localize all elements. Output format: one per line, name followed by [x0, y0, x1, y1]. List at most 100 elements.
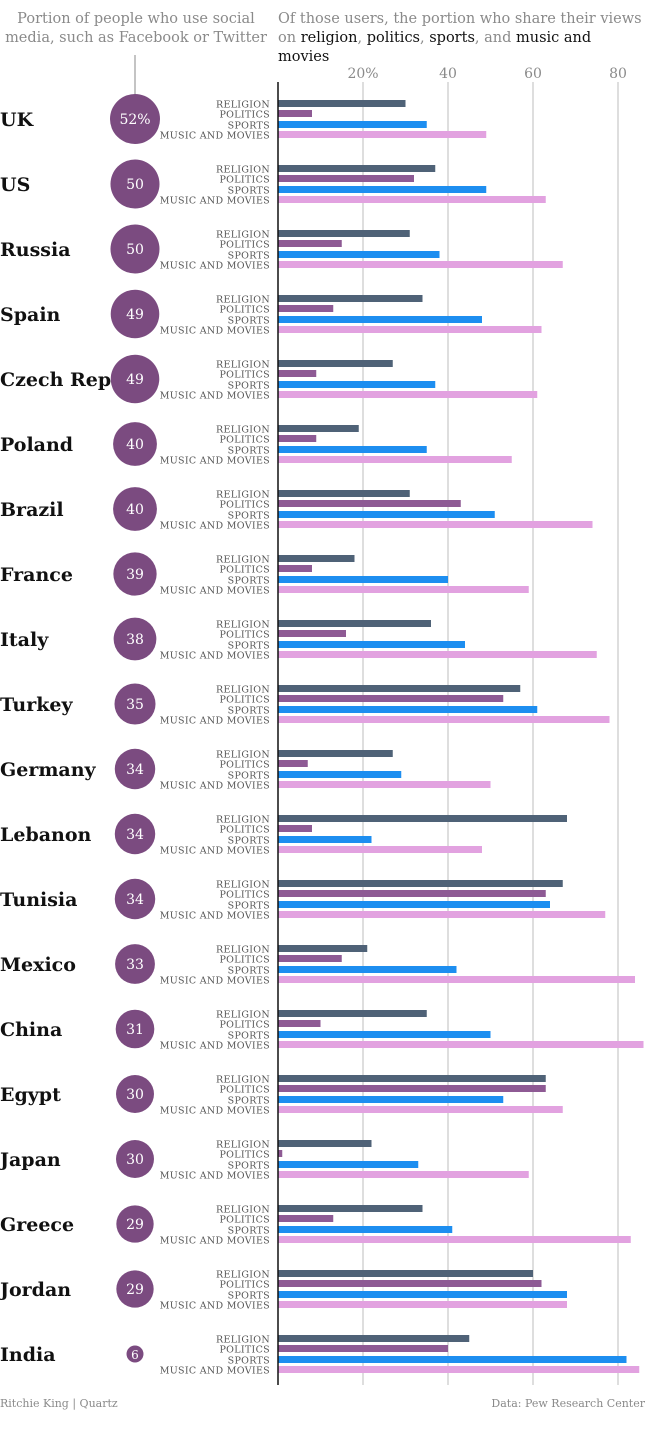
category-label-poland-3: MUSIC AND MOVIES: [160, 456, 270, 467]
category-label-india-2: SPORTS: [228, 1356, 270, 1367]
bar-lebanon-3: [278, 846, 482, 853]
bar-egypt-1: [278, 1085, 546, 1092]
bar-brazil-0: [278, 490, 410, 497]
category-label-us-3: MUSIC AND MOVIES: [160, 196, 270, 207]
category-label-poland-2: SPORTS: [228, 446, 270, 457]
category-label-uk-0: RELIGION: [216, 100, 270, 111]
bar-uk-0: [278, 100, 406, 107]
social-media-bubble-france: [113, 552, 157, 596]
social-media-bubble-jordan: [116, 1270, 154, 1308]
social-media-bubble-us: [110, 159, 160, 209]
category-label-uk-3: MUSIC AND MOVIES: [160, 131, 270, 142]
bar-jordan-0: [278, 1270, 533, 1277]
category-label-greece-0: RELIGION: [216, 1205, 270, 1216]
category-label-india-1: POLITICS: [219, 1345, 270, 1356]
social-media-value-tunisia: 34: [126, 892, 144, 908]
bar-germany-0: [278, 750, 393, 757]
category-label-brazil-2: SPORTS: [228, 511, 270, 522]
country-name-egypt: Egypt: [0, 1084, 61, 1106]
bar-italy-3: [278, 651, 597, 658]
bar-greece-1: [278, 1215, 334, 1222]
bar-spain-3: [278, 326, 542, 333]
bar-mexico-1: [278, 955, 342, 962]
right-header-title: Of those users, the portion who share th…: [278, 10, 645, 67]
social-media-value-jordan: 29: [126, 1282, 144, 1298]
category-label-italy-2: SPORTS: [228, 641, 270, 652]
bar-greece-2: [278, 1226, 453, 1233]
country-name-poland: Poland: [0, 434, 73, 456]
social-media-value-turkey: 35: [126, 697, 144, 713]
bar-poland-3: [278, 456, 512, 463]
category-label-tunisia-2: SPORTS: [228, 901, 270, 912]
social-media-value-uk: 52%: [119, 112, 150, 128]
social-media-value-germany: 34: [126, 762, 144, 778]
country-name-spain: Spain: [0, 304, 61, 326]
right-header-intro: Of those users, the portion who share th…: [278, 11, 642, 46]
bar-india-0: [278, 1335, 470, 1342]
bar-india-2: [278, 1356, 627, 1363]
social-media-bubble-mexico: [115, 944, 155, 984]
social-media-bubble-greece: [116, 1205, 154, 1243]
category-label-lebanon-3: MUSIC AND MOVIES: [160, 846, 270, 857]
topic-sports: sports: [429, 30, 475, 46]
bar-lebanon-2: [278, 836, 372, 843]
country-name-turkey: Turkey: [0, 694, 73, 716]
social-media-value-czech-rep: 49: [126, 372, 144, 388]
bar-india-1: [278, 1345, 448, 1352]
country-name-italy: Italy: [0, 629, 49, 651]
bar-uk-2: [278, 121, 427, 128]
country-name-czech-rep: Czech Rep.: [0, 369, 118, 391]
category-label-france-0: RELIGION: [216, 555, 270, 566]
bar-japan-0: [278, 1140, 372, 1147]
category-label-brazil-3: MUSIC AND MOVIES: [160, 521, 270, 532]
social-media-value-lebanon: 34: [126, 827, 144, 843]
social-media-bubble-china: [115, 1009, 155, 1049]
category-label-greece-3: MUSIC AND MOVIES: [160, 1236, 270, 1247]
country-name-jordan: Jordan: [0, 1279, 71, 1301]
bar-turkey-0: [278, 685, 521, 692]
bar-japan-3: [278, 1171, 529, 1178]
category-label-czech-rep-3: MUSIC AND MOVIES: [160, 391, 270, 402]
social-media-bubble-uk: [110, 94, 160, 144]
country-name-us: US: [0, 174, 30, 196]
category-label-egypt-2: SPORTS: [228, 1096, 270, 1107]
category-label-japan-0: RELIGION: [216, 1140, 270, 1151]
bar-tunisia-0: [278, 880, 563, 887]
bar-us-1: [278, 175, 414, 182]
bar-tunisia-1: [278, 890, 546, 897]
bar-spain-1: [278, 305, 334, 312]
category-label-jordan-1: POLITICS: [219, 1280, 270, 1291]
social-media-bubble-russia: [110, 224, 160, 274]
social-media-value-poland: 40: [126, 437, 144, 453]
category-label-lebanon-0: RELIGION: [216, 815, 270, 826]
bar-mexico-2: [278, 966, 457, 973]
category-label-germany-0: RELIGION: [216, 750, 270, 761]
country-name-uk: UK: [0, 109, 35, 131]
category-label-france-2: SPORTS: [228, 576, 270, 587]
topic-music-and-movies: music and movies: [278, 30, 592, 65]
social-media-bubble-tunisia: [114, 878, 156, 920]
country-name-greece: Greece: [0, 1214, 74, 1236]
bar-brazil-3: [278, 521, 593, 528]
category-label-mexico-3: MUSIC AND MOVIES: [160, 976, 270, 987]
category-label-japan-2: SPORTS: [228, 1161, 270, 1172]
country-name-germany: Germany: [0, 759, 97, 781]
country-name-france: France: [0, 564, 73, 586]
social-media-bubble-turkey: [114, 683, 156, 725]
country-name-india: India: [0, 1344, 56, 1366]
bar-spain-0: [278, 295, 423, 302]
category-label-china-1: POLITICS: [219, 1020, 270, 1031]
bar-lebanon-1: [278, 825, 312, 832]
social-media-value-us: 50: [126, 177, 144, 193]
category-label-uk-1: POLITICS: [219, 110, 270, 121]
bar-germany-1: [278, 760, 308, 767]
category-label-spain-1: POLITICS: [219, 305, 270, 316]
category-label-lebanon-2: SPORTS: [228, 836, 270, 847]
category-label-czech-rep-0: RELIGION: [216, 360, 270, 371]
category-label-greece-2: SPORTS: [228, 1226, 270, 1237]
category-label-russia-3: MUSIC AND MOVIES: [160, 261, 270, 272]
bar-italy-1: [278, 630, 346, 637]
bar-france-3: [278, 586, 529, 593]
bar-china-2: [278, 1031, 491, 1038]
category-label-spain-0: RELIGION: [216, 295, 270, 306]
